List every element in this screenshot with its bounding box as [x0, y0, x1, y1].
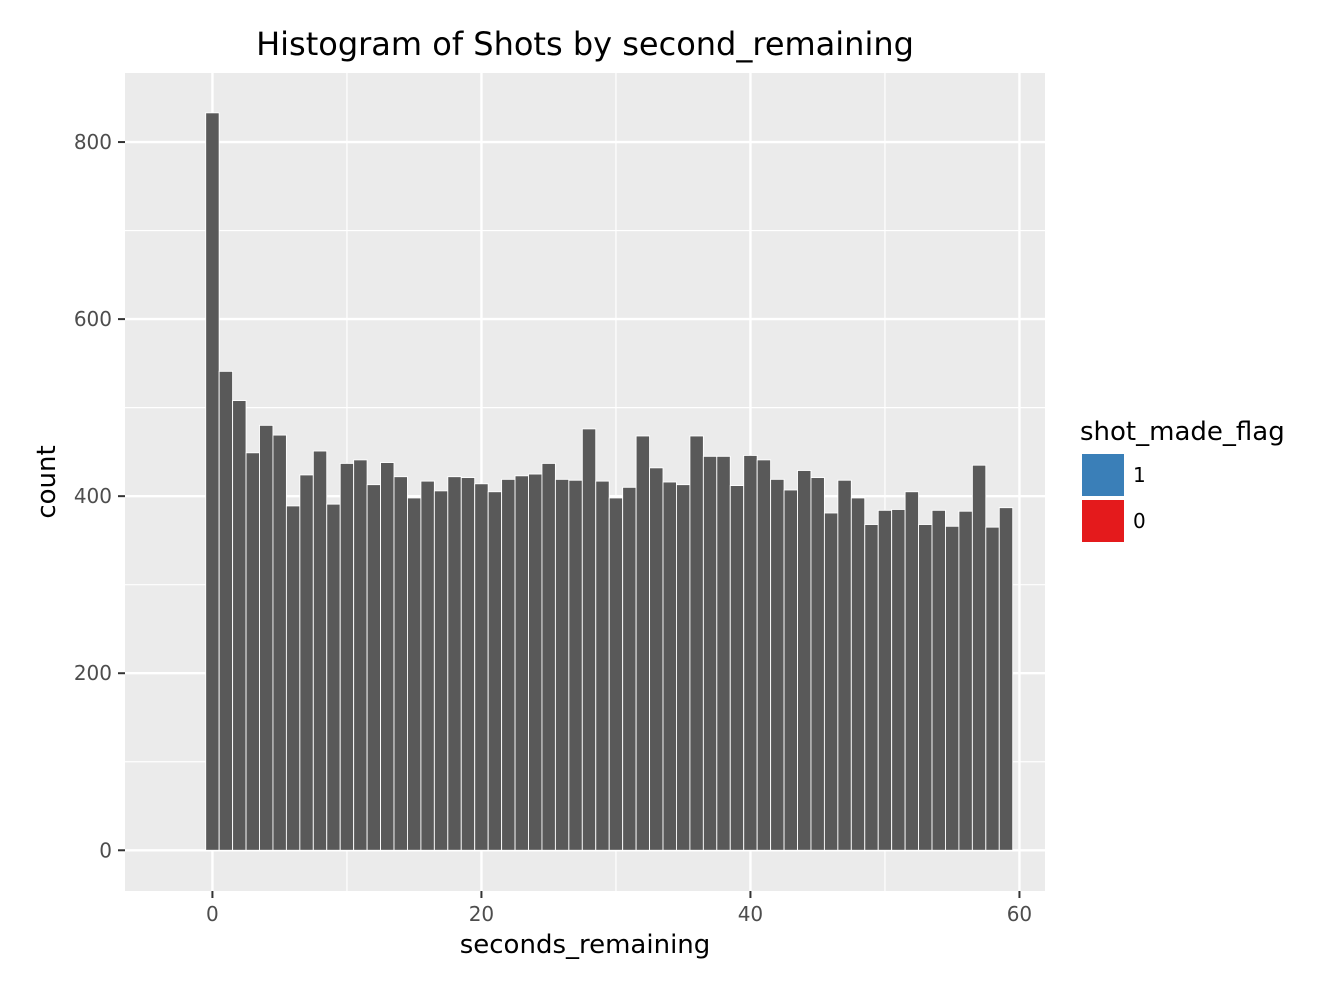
y-tick-label: 0	[99, 838, 112, 862]
histogram-bar	[850, 497, 866, 851]
histogram-bar	[945, 525, 960, 851]
histogram-bar	[554, 478, 570, 851]
histogram-bar	[662, 481, 677, 851]
histogram-bar	[487, 491, 503, 851]
x-axis-ticks: 0 20 40 60	[206, 891, 1032, 926]
histogram-bar	[877, 509, 893, 851]
histogram-bar	[622, 486, 637, 851]
histogram-bar	[676, 484, 691, 851]
histogram-bar	[931, 509, 946, 851]
histogram-bar	[366, 484, 382, 851]
x-tick-label: 40	[738, 902, 763, 926]
y-tick-label: 600	[74, 307, 112, 331]
histogram-bar	[702, 455, 718, 851]
histogram-bar	[971, 464, 987, 851]
legend-key-1	[1082, 454, 1124, 496]
histogram-bar	[259, 424, 274, 851]
legend-key-0	[1082, 500, 1124, 542]
histogram-bar	[595, 480, 610, 851]
histogram-bar	[783, 489, 798, 851]
histogram-bar	[864, 524, 879, 851]
legend-label-1: 1	[1133, 463, 1146, 487]
histogram-bar	[528, 473, 543, 851]
histogram-bar	[891, 508, 906, 851]
histogram-bar	[460, 477, 476, 851]
histogram-bar	[272, 434, 287, 851]
histogram-bar	[689, 435, 704, 851]
y-tick-label: 800	[74, 130, 112, 154]
histogram-bar	[743, 454, 758, 851]
x-axis-title: seconds_remaining	[460, 930, 711, 960]
y-tick-label: 400	[74, 484, 112, 508]
histogram-bar	[649, 467, 664, 851]
histogram-bar	[823, 512, 839, 851]
chart-title: Histogram of Shots by second_remaining	[256, 25, 914, 63]
histogram-bar	[958, 510, 973, 851]
legend-title: shot_made_flag	[1080, 417, 1285, 447]
histogram-bar	[205, 112, 220, 851]
histogram-bar	[501, 478, 516, 851]
histogram-bar	[407, 497, 422, 851]
histogram-bar	[985, 526, 1000, 851]
histogram-bar	[635, 435, 651, 851]
histogram-bar	[837, 479, 852, 851]
histogram-bar	[474, 483, 489, 851]
histogram-bar	[998, 507, 1014, 851]
y-axis-ticks: 0 200 400 600 800	[74, 130, 125, 862]
histogram-bar	[716, 455, 731, 851]
histogram-bar	[420, 480, 435, 851]
histogram-bar	[447, 476, 462, 851]
x-tick-label: 20	[469, 902, 494, 926]
histogram-bar	[285, 505, 301, 851]
x-tick-label: 60	[1007, 902, 1032, 926]
histogram-bar	[608, 497, 624, 851]
histogram-bar	[326, 503, 341, 851]
histogram-bar	[245, 452, 260, 851]
y-axis-title: count	[32, 445, 62, 518]
histogram-bar	[797, 470, 812, 851]
histogram-bar	[756, 459, 772, 851]
histogram-bar	[380, 462, 395, 851]
histogram-bar	[568, 479, 583, 851]
histogram-bar	[393, 476, 408, 851]
histogram-bar	[810, 477, 825, 851]
histogram-bar	[904, 491, 920, 851]
histogram-bar	[770, 478, 785, 851]
legend: shot_made_flag 1 0	[1080, 417, 1285, 542]
histogram-bar	[218, 370, 234, 851]
histogram-bar	[433, 490, 449, 851]
histogram-bar	[729, 485, 745, 851]
histogram-bar	[581, 428, 597, 851]
histogram-bars	[205, 112, 1014, 851]
legend-label-0: 0	[1133, 509, 1146, 533]
histogram-bar	[918, 524, 933, 851]
histogram-bar	[541, 462, 556, 851]
histogram-bar	[299, 474, 314, 851]
y-tick-label: 200	[74, 661, 112, 685]
histogram-bar	[514, 475, 529, 851]
histogram-bar	[312, 450, 328, 851]
histogram-bar	[232, 400, 247, 851]
x-tick-label: 0	[206, 902, 219, 926]
histogram-bar	[353, 459, 368, 851]
histogram-bar	[339, 462, 355, 851]
